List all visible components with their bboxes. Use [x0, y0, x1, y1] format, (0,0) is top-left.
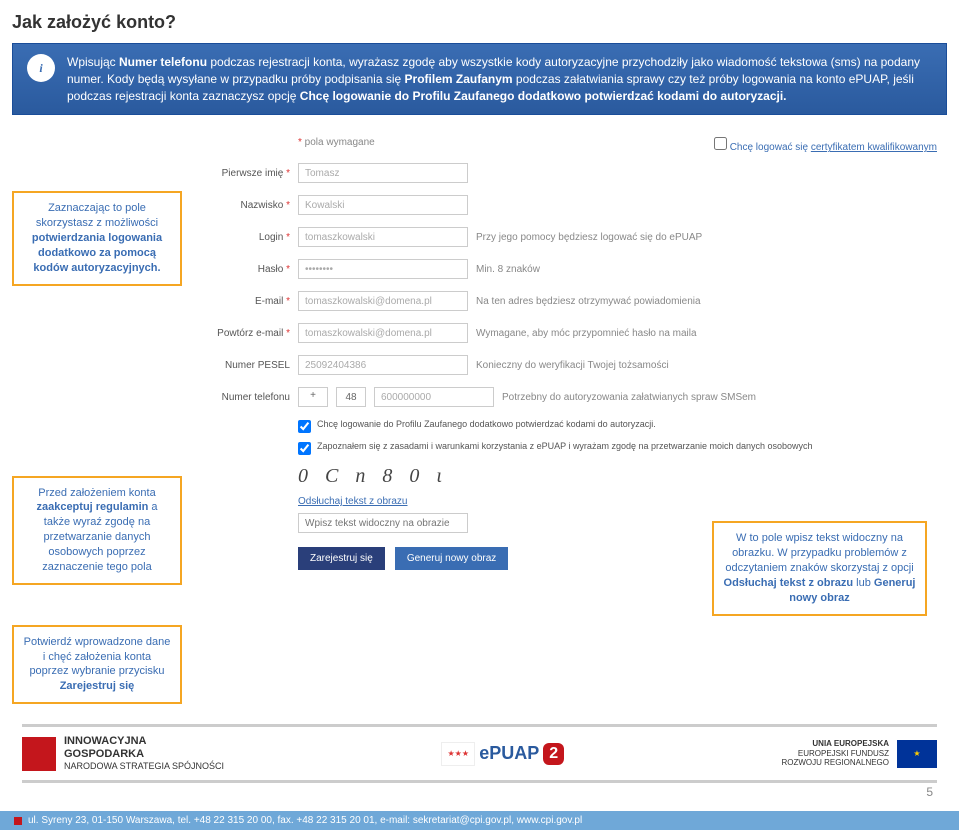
phone-cc-input[interactable]: [336, 387, 366, 407]
auth-codes-label: Chcę logowanie do Profilu Zaufanego doda…: [317, 419, 656, 431]
terms-checkbox[interactable]: [298, 442, 311, 455]
login-label: Login *: [208, 232, 290, 243]
registration-form: * pola wymagane Chcę logować się certyfi…: [198, 131, 947, 580]
callout-accept-terms: Przed założeniem konta zaakceptuj regula…: [12, 476, 182, 585]
page-number: 5: [12, 785, 947, 799]
info-text: Wpisując Numer telefonu podczas rejestra…: [67, 54, 932, 104]
email2-input[interactable]: [298, 323, 468, 343]
login-input[interactable]: [298, 227, 468, 247]
logo-innowacyjna: INNOWACYJNAGOSPODARKANARODOWA STRATEGIA …: [22, 735, 224, 772]
firstname-label: Pierwsze imię *: [208, 168, 290, 179]
footer-logos: INNOWACYJNAGOSPODARKANARODOWA STRATEGIA …: [22, 724, 937, 783]
captcha-input[interactable]: [298, 513, 468, 533]
firstname-input[interactable]: [298, 163, 468, 183]
auth-codes-checkbox[interactable]: [298, 420, 311, 433]
cert-login-checkbox[interactable]: [714, 137, 727, 150]
email-input[interactable]: [298, 291, 468, 311]
captcha-listen-link[interactable]: Odsłuchaj tekst z obrazu: [298, 496, 408, 507]
pesel-label: Numer PESEL: [208, 360, 290, 371]
info-box: i Wpisując Numer telefonu podczas rejest…: [12, 43, 947, 115]
login-hint: Przy jego pomocy będziesz logować się do…: [476, 232, 937, 243]
page-title: Jak założyć konto?: [12, 12, 947, 33]
required-legend: * pola wymagane: [298, 137, 375, 153]
pesel-input[interactable]: [298, 355, 468, 375]
email2-label: Powtórz e-mail *: [208, 328, 290, 339]
password-input[interactable]: [298, 259, 468, 279]
callout-register-button: Potwierdź wprowadzone dane i chęć założe…: [12, 625, 182, 704]
phone-prefix: +: [298, 387, 328, 407]
new-image-button[interactable]: Generuj nowy obraz: [395, 547, 509, 570]
callout-captcha-help: W to pole wpisz tekst widoczny na obrazk…: [712, 521, 927, 615]
bottom-contact-bar: ul. Syreny 23, 01-150 Warszawa, tel. +48…: [0, 811, 959, 830]
password-hint: Min. 8 znaków: [476, 264, 937, 275]
email-hint: Na ten adres będziesz otrzymywać powiado…: [476, 296, 937, 307]
pesel-hint: Konieczny do weryfikacji Twojej tożsamoś…: [476, 360, 937, 371]
logo-epuap: ★★★ ePUAP 2: [441, 742, 564, 766]
terms-label: Zapoznałem się z zasadami i warunkami ko…: [317, 441, 813, 453]
phone-hint: Potrzebny do autoryzowania załatwianych …: [502, 392, 937, 403]
captcha-image: 0 C n 8 0 ι: [298, 465, 937, 488]
phone-input[interactable]: [374, 387, 494, 407]
password-label: Hasło *: [208, 264, 290, 275]
info-icon: i: [27, 54, 55, 82]
lastname-input[interactable]: [298, 195, 468, 215]
email2-hint: Wymagane, aby móc przypomnieć hasło na m…: [476, 328, 937, 339]
logo-eu: UNIA EUROPEJSKAEUROPEJSKI FUNDUSZROZWOJU…: [781, 739, 937, 768]
lastname-label: Nazwisko *: [208, 200, 290, 211]
register-button[interactable]: Zarejestruj się: [298, 547, 385, 570]
phone-label: Numer telefonu: [208, 392, 290, 403]
cert-login-option[interactable]: Chcę logować się certyfikatem kwalifikow…: [714, 137, 937, 153]
email-label: E-mail *: [208, 296, 290, 307]
callout-auth-codes: Zaznaczając to pole skorzystasz z możliw…: [12, 191, 182, 285]
